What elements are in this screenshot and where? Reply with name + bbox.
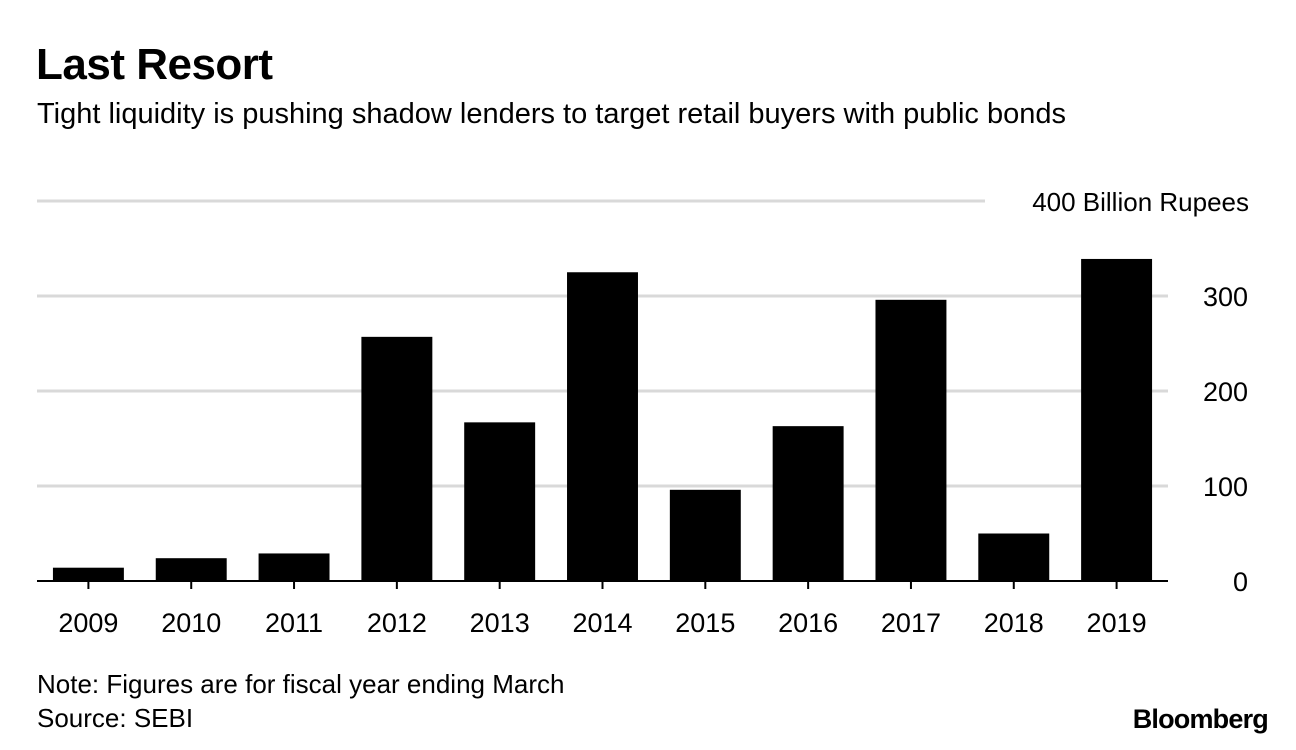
bar-2014 (567, 272, 638, 581)
chart-subtitle: Tight liquidity is pushing shadow lender… (37, 98, 1066, 130)
x-tick-label: 2017 (881, 608, 941, 638)
x-tick-label: 2014 (572, 608, 632, 638)
bar-2017 (875, 299, 947, 581)
bar-2015 (669, 489, 741, 581)
x-tick-label: 2016 (778, 608, 838, 638)
y-tick-label: 400 Billion Rupees (1032, 187, 1249, 217)
footnote-note: Note: Figures are for fiscal year ending… (37, 669, 565, 699)
bar-2012 (361, 336, 433, 581)
bar-2010 (155, 558, 227, 581)
bar-2019 (1081, 258, 1153, 581)
x-tick-label: 2015 (675, 608, 735, 638)
bloomberg-logo: Bloomberg (1132, 704, 1269, 734)
bar-2011 (258, 553, 330, 581)
x-tick-label: 2010 (161, 608, 221, 638)
chart-title: Last Resort (36, 40, 273, 89)
footnote-source: Source: SEBI (37, 703, 194, 733)
y-tick-label: 0 (1233, 567, 1248, 597)
y-tick-label: 200 (1203, 377, 1248, 407)
x-tick-label: 2011 (265, 608, 323, 638)
bar-2018 (978, 533, 1050, 581)
x-tick-label: 2019 (1087, 608, 1147, 638)
bar-2009 (52, 567, 124, 581)
x-tick-label: 2013 (470, 608, 530, 638)
bar-2016 (772, 426, 844, 581)
y-tick-label: 300 (1203, 282, 1248, 312)
x-tick-label: 2018 (984, 608, 1044, 638)
x-tick-label: 2012 (367, 608, 427, 638)
bar-2013 (464, 422, 536, 581)
y-tick-label: 100 (1203, 472, 1248, 502)
x-tick-label: 2009 (58, 608, 118, 638)
